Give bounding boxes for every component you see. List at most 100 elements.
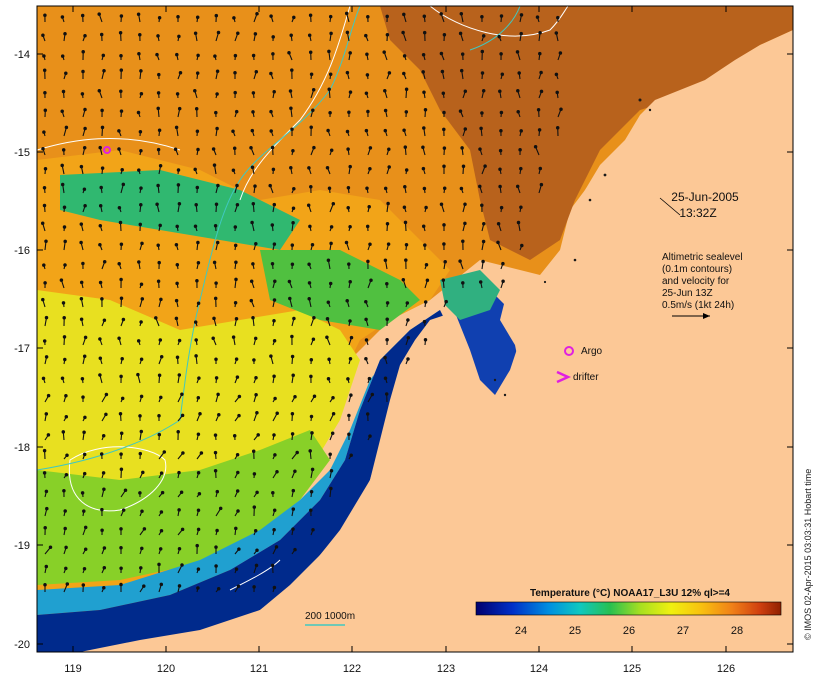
velocity-arrow-head bbox=[442, 110, 446, 115]
velocity-arrow-head bbox=[307, 296, 311, 301]
velocity-arrow-head bbox=[155, 202, 159, 207]
lat-label: -16 bbox=[14, 245, 30, 257]
velocity-arrow-head bbox=[64, 473, 69, 477]
velocity-arrow-head bbox=[43, 108, 48, 112]
velocity-arrow-head bbox=[195, 129, 200, 134]
velocity-arrow-head bbox=[253, 528, 258, 533]
velocity-arrow-head bbox=[293, 394, 297, 399]
lon-label: 124 bbox=[530, 663, 548, 675]
velocity-arrow-head bbox=[120, 167, 124, 172]
velocity-arrow-head bbox=[497, 34, 501, 39]
velocity-arrow-head bbox=[478, 184, 482, 189]
velocity-arrow-head bbox=[234, 109, 239, 114]
velocity-arrow-head bbox=[499, 110, 504, 115]
velocity-arrow-head bbox=[402, 12, 406, 17]
velocity-arrow-head bbox=[330, 431, 335, 435]
velocity-arrow-head bbox=[499, 14, 504, 18]
velocity-arrow-head bbox=[194, 338, 198, 342]
velocity-arrow-head bbox=[214, 281, 218, 285]
velocity-arrow-head bbox=[385, 317, 389, 322]
velocity-arrow-head bbox=[310, 242, 315, 247]
velocity-arrow-head bbox=[272, 319, 276, 323]
velocity-arrow-head bbox=[177, 202, 182, 206]
velocity-arrow-head bbox=[119, 242, 124, 247]
lat-axis-labels: -14 -15 -16 -17 -18 -19 -20 bbox=[14, 49, 30, 651]
velocity-arrow-head bbox=[236, 509, 240, 513]
velocity-arrow-head bbox=[160, 490, 165, 495]
velocity-arrow-head bbox=[275, 411, 279, 415]
velocity-arrow-head bbox=[176, 183, 181, 187]
argo-marker-icon bbox=[564, 346, 574, 356]
velocity-arrow-head bbox=[331, 395, 335, 400]
velocity-arrow-head bbox=[387, 71, 392, 75]
velocity-arrow-head bbox=[60, 54, 65, 58]
velocity-arrow-head bbox=[366, 259, 370, 264]
velocity-arrow-head bbox=[308, 50, 313, 55]
velocity-arrow-head bbox=[46, 393, 51, 398]
velocity-arrow-head bbox=[214, 13, 219, 18]
velocity-arrow-head bbox=[80, 13, 85, 18]
velocity-arrow-head bbox=[233, 225, 238, 229]
velocity-arrow-head bbox=[365, 73, 370, 77]
velocity-arrow-head bbox=[251, 110, 255, 114]
velocity-arrow-head bbox=[310, 431, 314, 435]
velocity-arrow-head bbox=[119, 374, 123, 379]
velocity-arrow-head bbox=[140, 546, 144, 551]
velocity-arrow-head bbox=[137, 260, 141, 264]
velocity-arrow-head bbox=[370, 392, 375, 397]
velocity-arrow-head bbox=[81, 50, 85, 54]
velocity-arrow-head bbox=[345, 129, 350, 134]
velocity-arrow-head bbox=[366, 109, 370, 114]
velocity-arrow-head bbox=[60, 163, 64, 168]
velocity-arrow-head bbox=[347, 413, 351, 418]
velocity-arrow-head bbox=[401, 30, 405, 35]
velocity-arrow-head bbox=[517, 71, 521, 75]
velocity-arrow-head bbox=[442, 164, 446, 168]
velocity-arrow-head bbox=[42, 186, 47, 190]
velocity-arrow-head bbox=[215, 126, 219, 131]
velocity-arrow-head bbox=[235, 453, 240, 457]
velocity-arrow-head bbox=[156, 243, 160, 248]
velocity-arrow-head bbox=[234, 316, 239, 321]
velocity-arrow-head bbox=[99, 32, 104, 37]
velocity-arrow-head bbox=[102, 318, 107, 323]
velocity-arrow-head bbox=[515, 50, 520, 54]
velocity-arrow-head bbox=[82, 145, 87, 150]
velocity-arrow-head bbox=[519, 129, 523, 133]
lon-label: 119 bbox=[64, 663, 82, 675]
velocity-arrow-head bbox=[43, 281, 47, 285]
velocity-arrow-head bbox=[216, 183, 220, 188]
velocity-arrow-head bbox=[42, 54, 46, 58]
velocity-arrow-head bbox=[533, 145, 538, 149]
velocity-arrow-head bbox=[255, 411, 259, 415]
velocity-arrow-head bbox=[441, 278, 446, 282]
velocity-arrow-head bbox=[385, 33, 390, 37]
plot-frame bbox=[36, 5, 794, 653]
velocity-arrow-head bbox=[120, 357, 124, 361]
velocity-arrow-head bbox=[177, 508, 181, 512]
velocity-arrow-head bbox=[82, 471, 87, 476]
velocity-arrow-head bbox=[368, 146, 373, 150]
velocity-arrow-head bbox=[42, 263, 46, 267]
velocity-arrow-head bbox=[83, 203, 87, 208]
velocity-arrow-head bbox=[119, 296, 124, 301]
velocity-arrow-head bbox=[61, 89, 66, 94]
velocity-arrow-head bbox=[272, 508, 277, 513]
velocity-arrow-head bbox=[424, 262, 429, 267]
velocity-arrow-head bbox=[364, 128, 369, 133]
velocity-arrow-head bbox=[309, 357, 314, 362]
velocity-arrow-head bbox=[42, 68, 47, 72]
velocity-arrow-head bbox=[252, 358, 256, 362]
velocity-arrow-head bbox=[120, 396, 125, 401]
velocity-arrow-head bbox=[157, 562, 161, 567]
velocity-arrow-head bbox=[310, 467, 315, 472]
velocity-arrow-head bbox=[290, 127, 294, 132]
velocity-arrow-head bbox=[253, 336, 258, 341]
velocity-arrow-head bbox=[269, 129, 273, 133]
velocity-arrow-head bbox=[158, 338, 163, 342]
velocity-arrow-head bbox=[196, 53, 200, 58]
velocity-arrow-head bbox=[386, 242, 391, 246]
scale-arrow-head bbox=[703, 313, 710, 319]
velocity-arrow-head bbox=[142, 527, 147, 531]
velocity-arrow-head bbox=[440, 69, 445, 74]
